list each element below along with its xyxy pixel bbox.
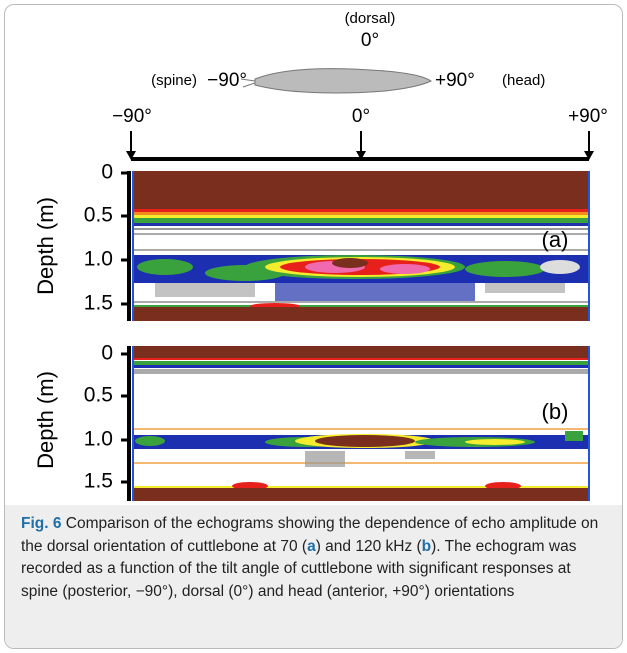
y-tick-label: 0.5 [84, 204, 113, 227]
y-axis-title: Depth (m) [33, 371, 58, 469]
angle-tick-label: 0° [352, 106, 370, 127]
right-angle: +90° [435, 70, 475, 91]
y-tick-label: 0.5 [84, 384, 113, 407]
y-tick-label: 1.0 [84, 428, 113, 451]
angle-tick-label: −90° [112, 106, 152, 127]
arrow-heads [126, 151, 594, 160]
cuttlefish-icon [240, 68, 432, 94]
y-tick-label: 0 [101, 161, 113, 184]
echogram-b [132, 346, 590, 501]
caption-plain: ). The echogram was recorded as a functi… [21, 537, 577, 600]
y-tick-label: 0 [101, 342, 113, 365]
panel-label: (b) [542, 399, 569, 424]
angle-tick-label: +90° [568, 106, 608, 127]
dorsal-label: (dorsal) [345, 10, 396, 27]
spine-label: (spine) [151, 72, 197, 89]
depth-ticks [121, 352, 129, 484]
dorsal-angle: 0° [361, 30, 379, 51]
caption-plain: ) and 120 kHz ( [315, 537, 422, 555]
y-tick-label: 1.5 [84, 470, 113, 493]
caption-fig: Fig. 6 [21, 515, 62, 532]
echogram-a [132, 171, 590, 321]
y-tick-label: 1.5 [84, 292, 113, 315]
caption-bold: a [307, 537, 316, 555]
left-angle: −90° [207, 70, 247, 91]
caption-bold: b [421, 537, 432, 555]
head-label: (head) [502, 72, 545, 89]
caption-plain: Comparison of the echograms showing the … [21, 515, 599, 555]
figure-caption: Fig. 6 Comparison of the echograms showi… [5, 505, 622, 648]
figure: (dorsal) 0° (spine) −90° +90° (head) −90… [33, 10, 608, 501]
y-axis-title: Depth (m) [33, 197, 58, 295]
figure-frame: (dorsal) 0° (spine) −90° +90° (head) −90… [4, 4, 623, 649]
panel-label: (a) [542, 227, 569, 252]
y-tick-label: 1.0 [84, 248, 113, 271]
depth-ticks [121, 171, 129, 306]
